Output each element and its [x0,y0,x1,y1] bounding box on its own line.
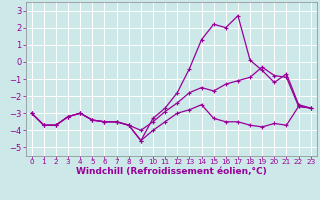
X-axis label: Windchill (Refroidissement éolien,°C): Windchill (Refroidissement éolien,°C) [76,167,267,176]
